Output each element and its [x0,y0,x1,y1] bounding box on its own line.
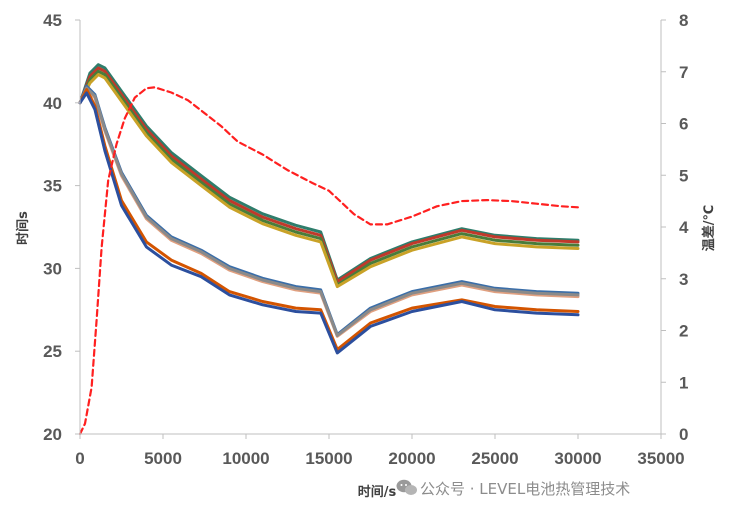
temperature-series-line [78,91,580,355]
y-tick-label: 20 [43,425,62,444]
y-axis-title: 时间s [15,211,31,245]
x-tick-label: 0 [75,449,84,468]
x-tick-label: 25000 [471,449,518,468]
y2-tick-label: 2 [679,322,688,341]
y-tick-label: 35 [43,177,62,196]
y-tick-label: 45 [43,11,62,30]
y-tick-label: 25 [43,342,62,361]
x-tick-label: 5000 [144,449,182,468]
y2-tick-label: 6 [679,115,688,134]
y2-tick-label: 5 [679,166,688,185]
y-tick-label: 40 [43,94,62,113]
y-ticks: 20 25 30 35 40 45 [43,11,80,444]
temperature-series-line [78,86,580,337]
plot-lines [78,63,580,436]
temperature-difference-line [78,86,580,436]
temperature-series-line [78,88,580,338]
x-tick-label: 35000 [637,449,684,468]
x-tick-label: 15000 [305,449,352,468]
temperature-series-line [78,84,580,337]
x-tick-label: 30000 [554,449,601,468]
temperature-series-line [78,73,580,289]
y2-tick-label: 0 [679,425,688,444]
watermark: 公众号 · LEVEL电池热管理技术 [396,479,630,498]
axes [79,20,662,435]
y-tick-label: 30 [43,259,62,278]
y2-tick-label: 4 [679,218,689,237]
y2-tick-label: 7 [679,63,688,82]
temperature-series-line [78,69,580,287]
y2-tick-label: 1 [679,373,688,392]
y2-tick-label: 3 [679,270,688,289]
y2-axis-title: 温差/℃ [701,205,717,252]
watermark-text: 公众号 · LEVEL电池热管理技术 [420,480,630,498]
y2-ticks: 0 1 2 3 4 5 6 7 8 [661,11,689,444]
y2-tick-label: 8 [679,11,688,30]
x-ticks: 0 5000 10000 15000 20000 25000 30000 35000 [75,434,685,468]
x-axis-title: 时间/s [358,484,397,500]
wechat-icon [396,479,417,495]
x-tick-label: 10000 [222,449,269,468]
temperature-series-line [78,63,580,282]
temperature-series-line [78,66,580,284]
x-tick-label: 20000 [388,449,435,468]
